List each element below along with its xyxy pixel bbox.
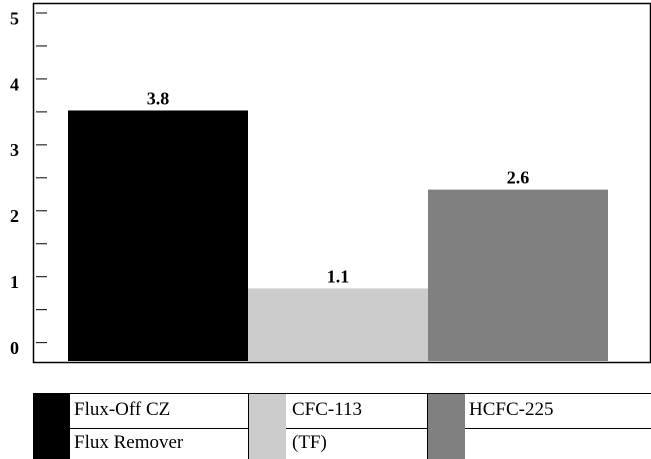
data-label-cfc113: 1.1 [327,266,350,286]
legend-divider [248,394,249,428]
y-tick-label: 1 [10,272,19,292]
legend-label-cfc113-line1: CFC-113 [292,399,363,420]
legend-swatch-hcfc225 [428,427,465,459]
y-tick-label: 0 [10,338,19,358]
legend-divider [427,394,428,428]
legend-swatch-cfc113 [249,394,286,428]
y-tick-label: 2 [10,206,19,226]
legend-label-hcfc225-line1: HCFC-225 [469,399,554,420]
data-label-hcfc225: 2.6 [507,168,530,188]
bar-hcfc225 [428,189,608,361]
bar-chart: 0 1 2 3 4 5 3.8 1.1 2.6 [10,2,651,364]
legend-label-cfc113-line2: (TF) [292,432,327,453]
legend-row-1: Flux-Off CZ CFC-113 HCFC-225 [33,393,651,429]
legend-divider [248,427,249,459]
legend-swatch-cfc113 [249,427,286,459]
legend-swatch-flux-off [33,427,70,459]
bar-cfc113 [248,288,428,361]
legend-label-flux-off-line2: Flux Remover [74,432,184,453]
legend-swatch-hcfc225 [428,394,465,428]
legend-label-flux-off-line1: Flux-Off CZ [74,399,171,420]
bar-flux-off [68,110,248,362]
y-tick-label: 5 [10,8,19,28]
legend-row-2: Flux Remover (TF) [33,427,651,459]
legend: Flux-Off CZ CFC-113 HCFC-225 Flux Remove… [33,393,651,459]
y-tick-label: 4 [10,74,19,94]
legend-swatch-flux-off [33,394,70,428]
data-label-flux-off: 3.8 [147,88,170,108]
y-tick-label: 3 [10,140,19,160]
legend-divider [427,427,428,459]
